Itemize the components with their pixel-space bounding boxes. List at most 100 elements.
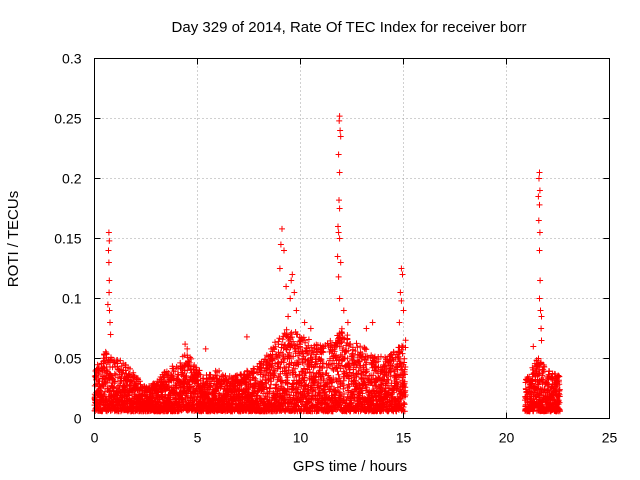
data-point	[117, 357, 124, 364]
data-point	[537, 277, 544, 284]
data-point	[369, 319, 376, 326]
x-tick-label: 25	[602, 430, 618, 446]
data-point	[173, 363, 180, 370]
y-tick-label: 0.2	[62, 171, 82, 187]
data-point	[179, 399, 186, 406]
y-tick-label: 0	[74, 411, 82, 427]
y-tick-label: 0.25	[54, 111, 81, 127]
data-point	[536, 175, 542, 182]
data-point	[127, 365, 133, 372]
data-point	[334, 253, 341, 260]
data-point	[105, 229, 112, 236]
data-point	[536, 229, 543, 236]
y-tick-label: 0.05	[54, 351, 81, 367]
chart-title: Day 329 of 2014, Rate Of TEC Index for r…	[172, 19, 527, 36]
x-tick-label: 5	[194, 430, 202, 446]
data-point	[184, 367, 191, 374]
data-point	[538, 313, 545, 320]
data-point	[104, 301, 111, 308]
data-point	[243, 333, 250, 340]
data-point	[336, 235, 343, 242]
data-point	[402, 337, 409, 344]
data-point	[293, 307, 300, 314]
data-point	[106, 277, 113, 284]
data-point	[106, 289, 113, 296]
x-axis-label: GPS time / hours	[293, 458, 407, 475]
data-point	[537, 307, 544, 314]
data-point	[202, 345, 209, 352]
data-point	[344, 319, 351, 326]
data-point	[536, 187, 543, 194]
data-point	[291, 289, 298, 296]
data-point	[340, 307, 347, 314]
data-point	[353, 340, 360, 347]
data-point	[335, 223, 341, 230]
data-points	[91, 113, 563, 415]
data-point	[281, 247, 287, 254]
data-point	[337, 259, 344, 266]
data-point	[136, 378, 143, 385]
data-point	[289, 271, 296, 278]
data-point	[111, 370, 118, 377]
data-point	[107, 331, 114, 338]
data-point	[288, 277, 295, 284]
data-point	[123, 377, 130, 384]
x-tick-label: 15	[396, 430, 412, 446]
data-point	[336, 205, 343, 212]
data-point	[336, 169, 343, 176]
data-point	[96, 371, 102, 378]
data-point	[397, 289, 404, 296]
data-point	[401, 401, 408, 408]
data-point	[336, 117, 343, 124]
data-point	[336, 197, 342, 204]
y-axis-label: ROTI / TECUs	[5, 191, 22, 287]
data-point	[283, 283, 290, 290]
data-point	[285, 313, 292, 320]
data-point	[536, 169, 543, 176]
data-point	[336, 295, 343, 302]
data-point	[536, 295, 543, 302]
data-point	[363, 325, 370, 332]
data-point	[307, 325, 314, 332]
data-point	[535, 217, 542, 224]
data-point	[536, 201, 543, 208]
data-point	[287, 295, 294, 302]
data-point	[337, 133, 344, 140]
data-point	[117, 366, 124, 373]
y-tick-label: 0.15	[54, 231, 81, 247]
data-point	[400, 307, 407, 314]
data-point	[172, 368, 179, 375]
data-point	[186, 359, 193, 366]
data-point	[535, 193, 542, 200]
data-point	[335, 229, 342, 236]
data-point	[107, 319, 113, 326]
data-point	[177, 359, 184, 366]
data-point	[101, 391, 108, 398]
y-tick-labels: 0 0.05 0.1 0.15 0.2 0.25 0.3	[54, 51, 81, 427]
data-point	[538, 325, 545, 332]
data-point	[106, 307, 113, 314]
data-point	[301, 319, 308, 326]
x-tick-labels: 0 5 10 15 20 25	[91, 430, 618, 446]
data-point	[396, 319, 403, 326]
data-point	[100, 382, 106, 389]
data-point	[536, 247, 543, 254]
data-point	[335, 273, 342, 280]
data-point	[114, 358, 121, 365]
data-point	[337, 127, 344, 134]
data-point	[538, 337, 545, 344]
data-point	[183, 372, 190, 379]
data-point	[335, 151, 342, 158]
x-tick-label: 10	[293, 430, 309, 446]
x-tick-label: 20	[499, 430, 515, 446]
data-point	[103, 351, 110, 358]
data-point	[277, 241, 284, 248]
data-point	[100, 360, 107, 367]
y-tick-label: 0.3	[62, 51, 82, 67]
y-tick-label: 0.1	[62, 291, 82, 307]
data-point	[276, 265, 283, 272]
data-point	[112, 378, 118, 385]
data-point	[105, 247, 112, 254]
data-point	[107, 372, 114, 378]
